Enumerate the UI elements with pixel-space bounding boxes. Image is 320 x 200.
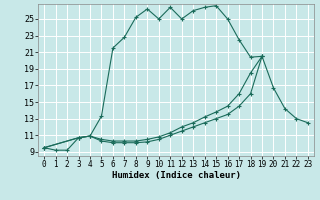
X-axis label: Humidex (Indice chaleur): Humidex (Indice chaleur) [111, 171, 241, 180]
